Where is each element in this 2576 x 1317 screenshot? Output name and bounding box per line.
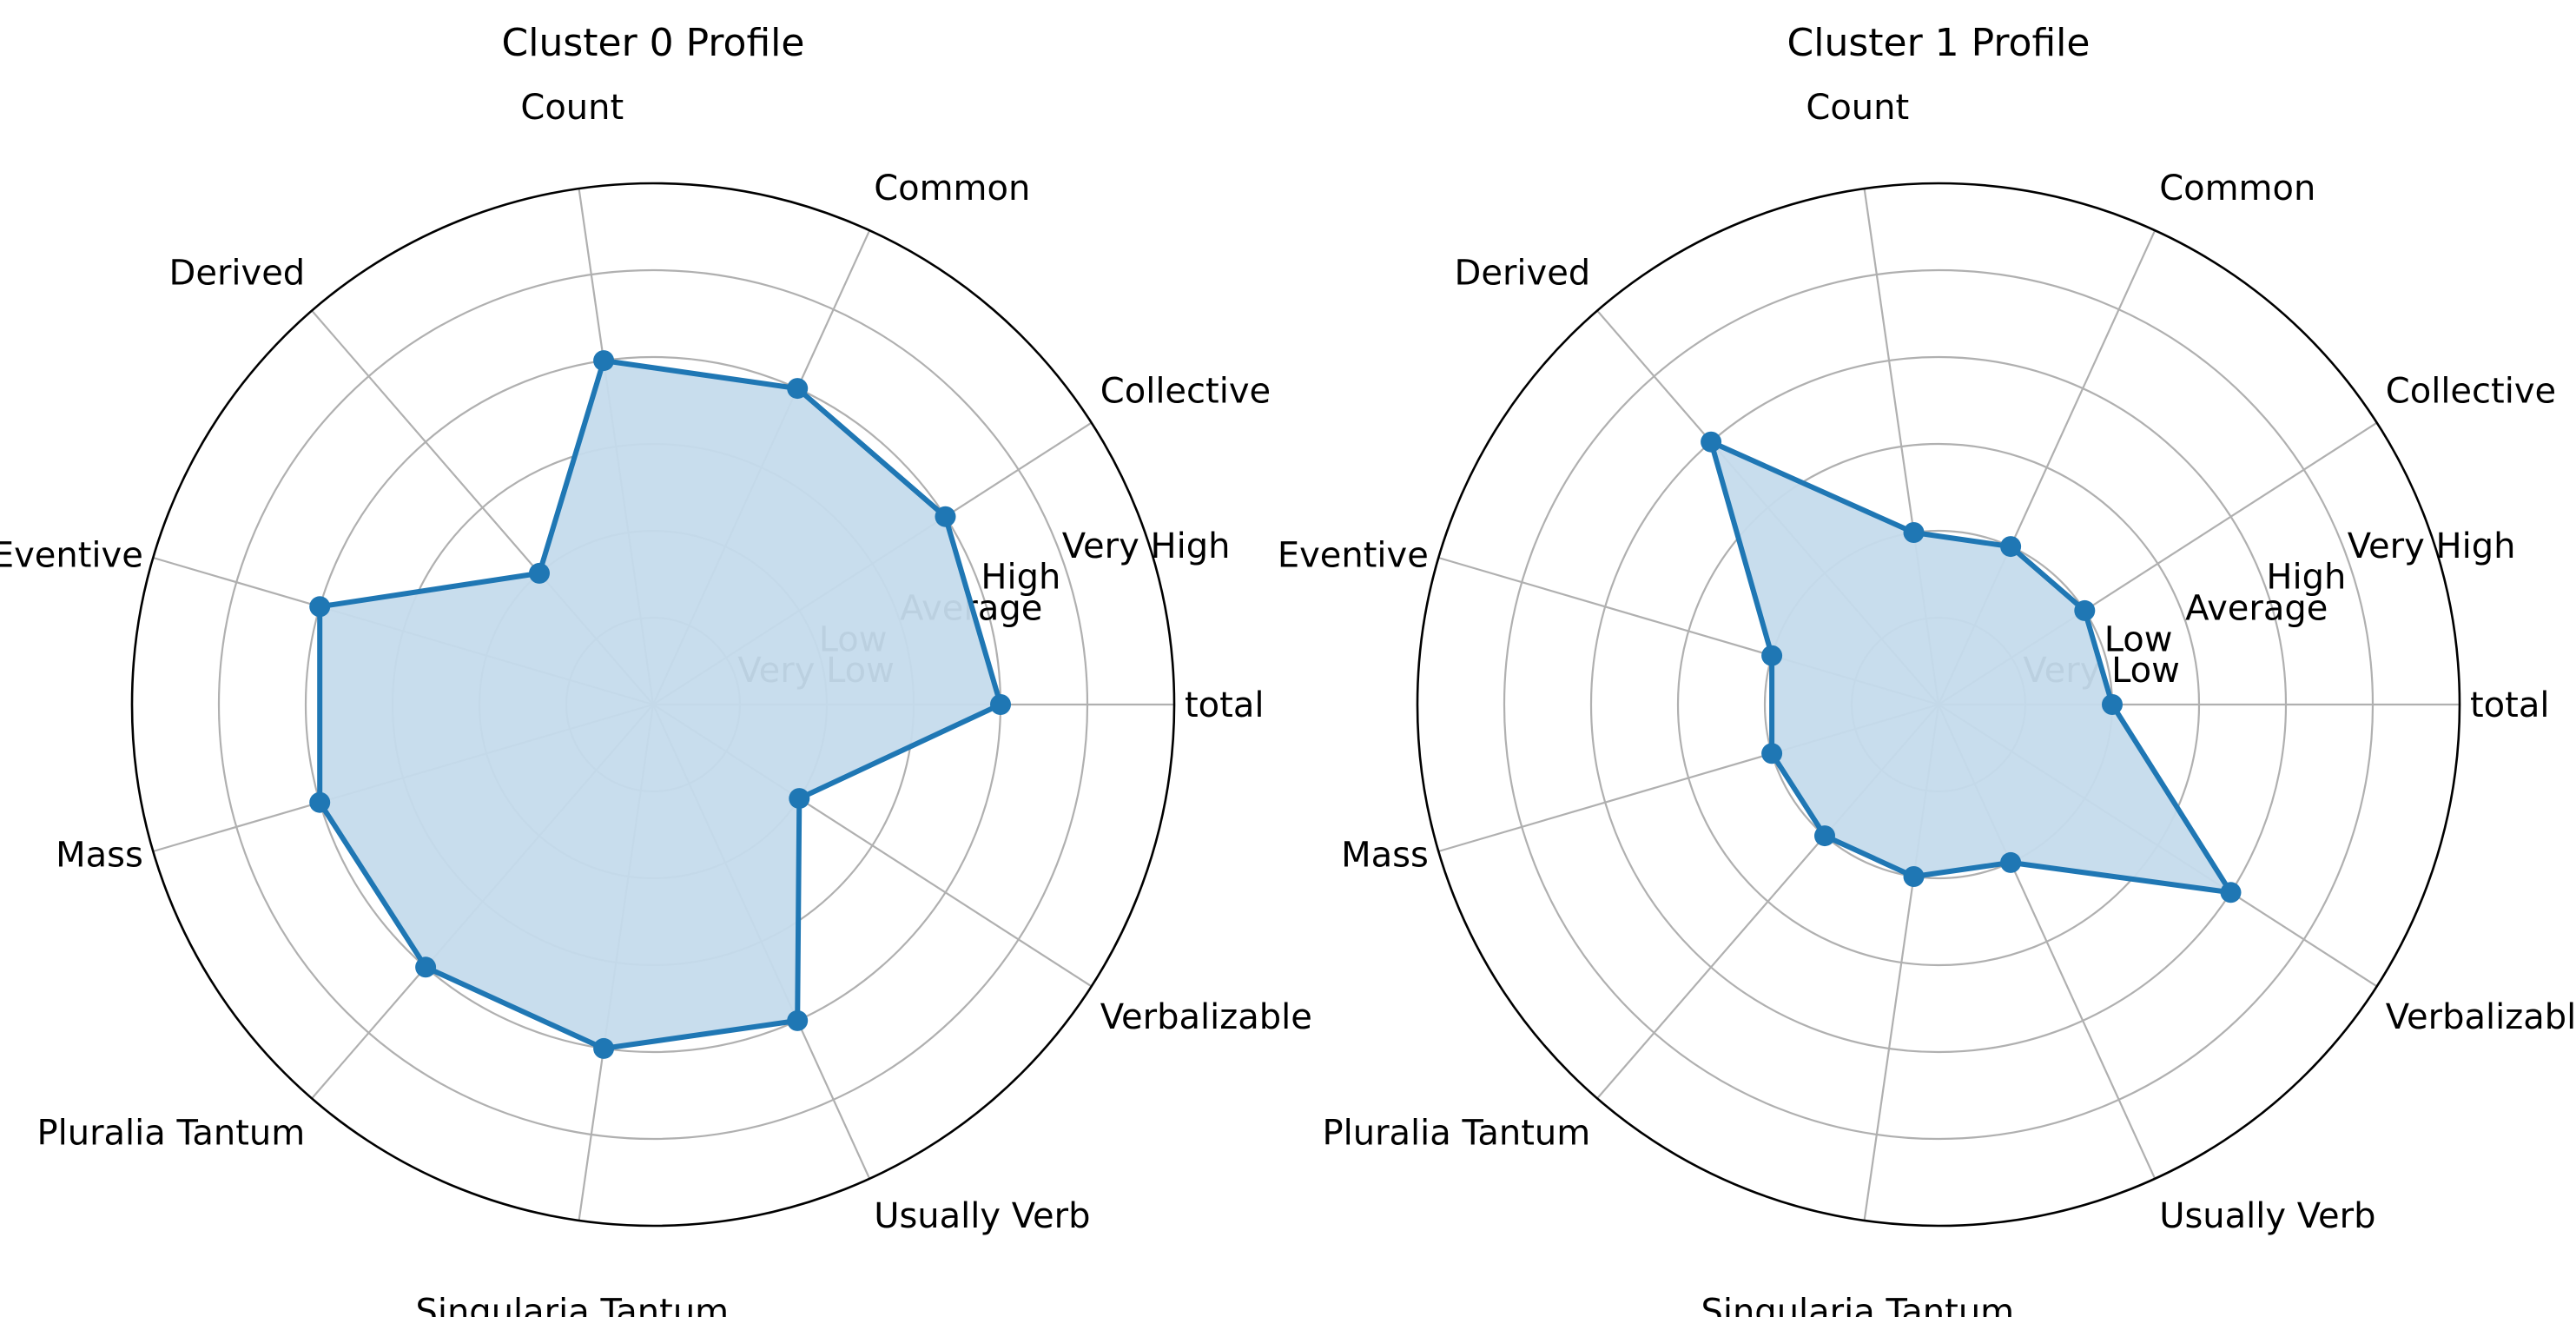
axis-label: Eventive — [1278, 536, 1429, 576]
data-point — [593, 350, 615, 372]
axis-label: Mass — [1341, 835, 1429, 875]
data-point — [1903, 866, 1925, 887]
axis-label: Collective — [2386, 371, 2556, 411]
level-label: Very High — [2348, 526, 2516, 566]
data-point — [2074, 599, 2096, 621]
chart-title-cluster-0: Cluster 0 Profile — [502, 21, 805, 65]
data-point — [789, 788, 810, 810]
data-point — [1903, 522, 1925, 543]
chart-title-cluster-1: Cluster 1 Profile — [1787, 21, 2091, 65]
series-area — [1711, 441, 2231, 893]
axis-label: Singularia Tantum — [1701, 1292, 2014, 1317]
axis-label: Common — [2159, 169, 2315, 208]
data-point — [1761, 743, 1783, 764]
data-point — [309, 596, 331, 618]
axis-label: Count — [520, 88, 624, 128]
radar-chart-cluster-0: Cluster 0 Profile Very LowLowAverageHigh… — [0, 21, 1312, 1317]
outer-frame — [1416, 182, 2461, 1228]
data-point — [990, 694, 1011, 715]
data-point — [787, 1009, 809, 1031]
radar-chart-cluster-1: Cluster 1 Profile Very LowLowAverageHigh… — [1278, 21, 2576, 1317]
data-point — [1761, 645, 1783, 666]
series-area — [320, 361, 1001, 1049]
axis-label: Pluralia Tantum — [37, 1114, 306, 1154]
data-point — [309, 791, 331, 813]
axis-label: Usually Verb — [874, 1196, 1090, 1236]
data-point — [2000, 536, 2022, 558]
data-point — [1814, 825, 1835, 847]
level-label: Low — [2104, 619, 2173, 659]
level-label: High — [981, 558, 1060, 598]
data-point — [2220, 882, 2242, 903]
axis-label: Count — [1806, 88, 1909, 128]
level-label: High — [2266, 558, 2346, 598]
data-point — [787, 378, 809, 400]
axis-label: Derived — [1455, 253, 1591, 293]
axis-label: Verbalizable — [2386, 997, 2576, 1037]
data-point — [529, 562, 550, 584]
axis-label: Verbalizable — [1100, 997, 1312, 1037]
data-point — [935, 506, 956, 527]
series-line — [1708, 439, 2234, 896]
axis-label: total — [2470, 685, 2549, 725]
series-line — [317, 358, 1003, 1051]
axis-label: Pluralia Tantum — [1323, 1114, 1591, 1154]
axis-label: Usually Verb — [2159, 1196, 2375, 1236]
axis-label: Mass — [56, 835, 143, 875]
level-label: Average — [2185, 589, 2328, 629]
level-label: Very High — [1062, 526, 1231, 566]
outer-frame — [130, 182, 1176, 1228]
axis-label: Common — [874, 169, 1030, 208]
axis-label: Singularia Tantum — [415, 1292, 729, 1317]
data-point — [1701, 431, 1722, 453]
axis-label: Collective — [1100, 371, 1271, 411]
axis-label: Eventive — [0, 536, 143, 576]
axis-label: total — [1185, 685, 1264, 725]
data-point — [2102, 694, 2123, 715]
data-point — [2000, 851, 2022, 873]
data-point — [593, 1037, 615, 1059]
axis-label: Derived — [169, 253, 306, 293]
data-point — [415, 956, 437, 978]
